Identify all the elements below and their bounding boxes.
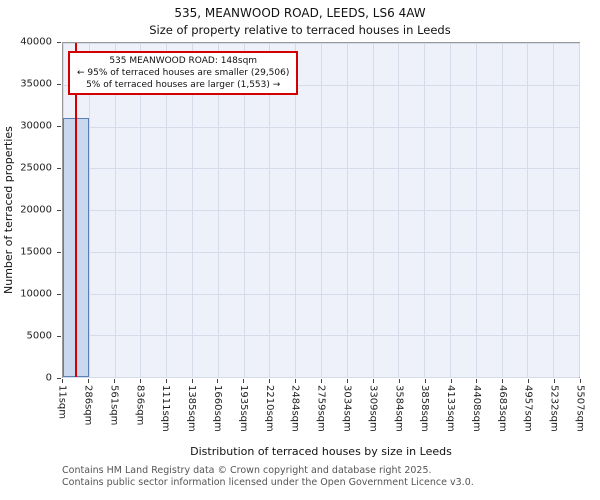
x-tick-mark (243, 379, 245, 383)
x-tick-mark (398, 379, 400, 383)
x-axis-title: Distribution of terraced houses by size … (190, 445, 452, 458)
x-tick-mark (476, 379, 478, 383)
property-marker-line (74, 43, 77, 377)
x-tick-label: 561sqm (108, 385, 120, 426)
y-tick-label: 20000 (20, 204, 52, 216)
x-tick-mark (554, 379, 556, 383)
h-gridline (63, 293, 579, 295)
footer-line-1: Contains HM Land Registry data © Crown c… (62, 465, 432, 476)
x-tick-label: 1111sqm (160, 385, 172, 432)
x-tick-label: 3309sqm (367, 385, 379, 432)
annotation-box: 535 MEANWOOD ROAD: 148sqm ← 95% of terra… (68, 51, 299, 96)
x-tick-label: 1660sqm (211, 385, 223, 432)
x-tick-mark (139, 379, 141, 383)
h-gridline (63, 126, 579, 128)
annotation-line-smaller: ← 95% of terraced houses are smaller (29… (77, 68, 290, 79)
x-tick-mark (450, 379, 452, 383)
x-tick-mark (346, 379, 348, 383)
x-tick-label: 4683sqm (496, 385, 508, 432)
x-tick-mark (528, 379, 530, 383)
x-tick-label: 286sqm (82, 385, 94, 426)
h-gridline (63, 84, 579, 86)
y-tick-mark (57, 293, 61, 295)
h-gridline (63, 251, 579, 253)
footer-line-2: Contains public sector information licen… (62, 476, 474, 488)
x-tick-label: 1935sqm (237, 385, 249, 432)
x-tick-label: 2210sqm (263, 385, 275, 432)
x-tick-mark (269, 379, 271, 383)
x-tick-mark (113, 379, 115, 383)
chart-title: 535, MEANWOOD ROAD, LEEDS, LS6 4AW (174, 6, 426, 20)
h-gridline (63, 168, 579, 170)
x-tick-label: 5232sqm (548, 385, 560, 432)
h-gridline (63, 43, 579, 44)
x-tick-mark (424, 379, 426, 383)
y-tick-mark (57, 377, 61, 379)
y-tick-mark (57, 83, 61, 85)
x-tick-label: 2759sqm (315, 385, 327, 432)
x-tick-mark (502, 379, 504, 383)
x-tick-label: 3034sqm (341, 385, 353, 432)
y-tick-label: 10000 (20, 288, 52, 300)
x-axis-ticks: 11sqm 286sqm 561sqm 836sqm 1111sqm 1385sqm 166… (57, 378, 586, 444)
y-tick-mark (57, 125, 61, 127)
y-tick-label: 30000 (20, 120, 52, 132)
v-gridline (579, 43, 580, 377)
x-tick-mark (62, 379, 63, 383)
x-tick-label: 836sqm (134, 385, 146, 426)
h-gridline (63, 210, 579, 211)
y-tick-label: 0 (45, 372, 52, 384)
y-tick-mark (57, 209, 61, 211)
x-tick-mark (191, 379, 193, 383)
annotation-line-address: 535 MEANWOOD ROAD: 148sqm (109, 56, 258, 66)
x-tick-label: 3584sqm (393, 385, 405, 432)
annotation-line-larger: 5% of terraced houses are larger (1,553)… (86, 80, 281, 91)
x-tick-label: 4957sqm (522, 385, 534, 432)
x-tick-label: 1385sqm (186, 385, 197, 432)
x-tick-label: 4133sqm (445, 385, 456, 432)
y-tick-mark (57, 41, 61, 43)
y-tick-label: 15000 (20, 246, 52, 258)
x-tick-mark (217, 379, 219, 383)
y-tick-label: 25000 (20, 162, 52, 174)
y-tick-label: 35000 (20, 78, 52, 90)
chart-subtitle: Size of property relative to terraced ho… (149, 23, 451, 37)
y-tick-mark (57, 251, 61, 253)
x-tick-mark (165, 379, 167, 383)
y-tick-label: 5000 (26, 330, 52, 342)
x-tick-mark (321, 379, 322, 383)
x-tick-label: 2484sqm (289, 385, 301, 432)
x-tick-label: 5507sqm (574, 385, 586, 432)
footer: Contains HM Land Registry data © Crown c… (62, 465, 474, 489)
x-tick-label: 3858sqm (419, 385, 431, 432)
y-tick-mark (57, 335, 61, 337)
x-tick-label: 4408sqm (470, 385, 482, 432)
y-tick-label: 40000 (20, 36, 52, 48)
h-gridline (63, 377, 579, 378)
h-gridline (63, 335, 579, 337)
y-tick-mark (57, 167, 61, 169)
x-tick-mark (372, 379, 374, 383)
x-tick-mark (580, 379, 581, 383)
y-axis-ticks: 0 5000 10000 15000 20000 25000 30000 35000 40000 (0, 37, 62, 384)
x-tick-label: 11sqm (56, 385, 68, 420)
plot-area: 535 MEANWOOD ROAD: 148sqm ← 95% of terra… (62, 42, 580, 378)
x-tick-mark (87, 379, 89, 383)
x-tick-mark (295, 379, 297, 383)
